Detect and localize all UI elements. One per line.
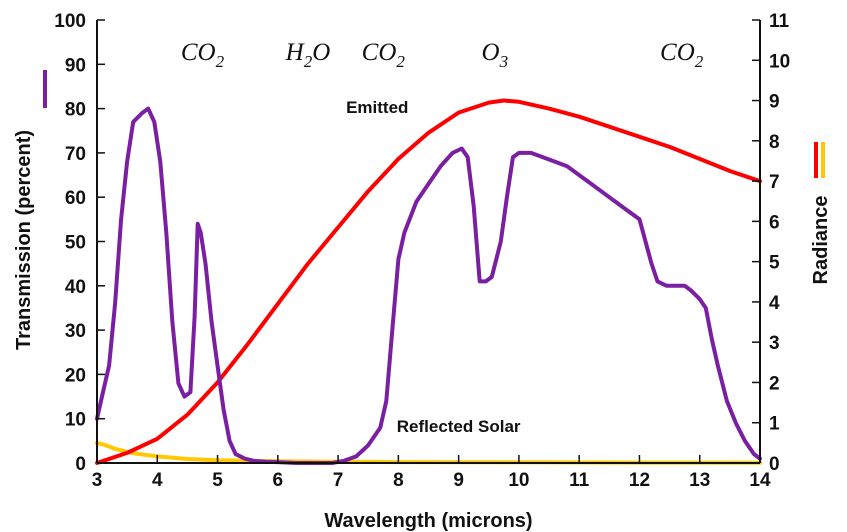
y-right-tick-label: 11 bbox=[769, 11, 790, 32]
x-tick-label: 3 bbox=[92, 470, 103, 491]
y-left-tick-label: 10 bbox=[65, 410, 86, 431]
gas-label: H2O bbox=[285, 39, 331, 71]
gas-label: O3 bbox=[482, 39, 509, 71]
x-tick-label: 12 bbox=[629, 470, 650, 491]
y-right-tick-label: 0 bbox=[769, 454, 780, 475]
y-left-tick-label: 20 bbox=[65, 365, 86, 386]
label-layer: 3 4 5 6 7 8 9 10 11 12 13 1401020304050607080901000… bbox=[13, 11, 832, 532]
y-right-tick-label: 6 bbox=[769, 212, 780, 233]
y-left-tick-label: 30 bbox=[65, 321, 86, 342]
y-right-tick-label: 10 bbox=[769, 51, 790, 72]
y-right-axis-title: Radiance bbox=[810, 196, 832, 285]
x-tick-label: 11 bbox=[569, 470, 590, 491]
emitted-series-line bbox=[95, 98, 762, 465]
x-tick-label: 8 bbox=[393, 470, 404, 491]
x-tick-label: 10 bbox=[508, 470, 529, 491]
series-layer bbox=[95, 98, 762, 465]
y-left-tick-label: 0 bbox=[75, 454, 86, 475]
y-left-tick-label: 50 bbox=[65, 233, 86, 254]
x-tick-label: 14 bbox=[749, 470, 771, 491]
x-tick-label: 7 bbox=[333, 470, 344, 491]
y-right-tick-label: 4 bbox=[769, 293, 780, 314]
y-right-tick-label: 5 bbox=[769, 253, 780, 274]
x-tick-label: 6 bbox=[273, 470, 284, 491]
x-tick-label: 5 bbox=[212, 470, 223, 491]
y-left-tick-label: 40 bbox=[65, 277, 86, 298]
series-annotation: Emitted bbox=[346, 98, 408, 117]
axis-layer bbox=[43, 19, 825, 464]
gas-label: CO2 bbox=[362, 39, 406, 71]
x-tick-label: 9 bbox=[453, 470, 464, 491]
x-axis-title: Wavelength (microns) bbox=[324, 510, 532, 532]
y-left-tick-label: 100 bbox=[54, 11, 86, 32]
reflected-series-line bbox=[95, 441, 762, 465]
series-annotation: Reflected Solar bbox=[397, 417, 521, 436]
y-right-tick-label: 3 bbox=[769, 333, 780, 354]
y-right-tick-label: 2 bbox=[769, 373, 780, 394]
gas-label: CO2 bbox=[660, 39, 704, 71]
transmission-series-line bbox=[95, 106, 762, 465]
y-right-tick-label: 7 bbox=[769, 172, 780, 193]
y-left-tick-label: 70 bbox=[65, 144, 86, 165]
x-tick-label: 13 bbox=[689, 470, 710, 491]
y-left-tick-label: 90 bbox=[65, 55, 86, 76]
x-tick-label: 4 bbox=[152, 470, 163, 491]
y-right-tick-label: 1 bbox=[769, 414, 780, 435]
y-right-tick-label: 8 bbox=[769, 132, 780, 153]
y-right-tick-label: 9 bbox=[769, 92, 780, 113]
y-left-tick-label: 80 bbox=[65, 100, 86, 121]
gas-label: CO2 bbox=[181, 39, 225, 71]
y-left-axis-title: Transmission (percent) bbox=[13, 130, 35, 350]
y-left-tick-label: 60 bbox=[65, 188, 86, 209]
